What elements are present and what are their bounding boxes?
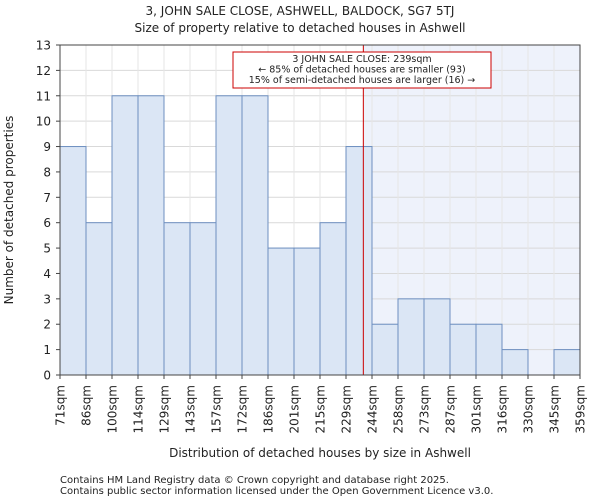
x-tick-label: 215sqm (314, 385, 328, 433)
y-tick-label: 4 (43, 267, 51, 281)
x-tick-label: 172sqm (236, 385, 250, 433)
bar (553, 349, 581, 376)
bar (319, 222, 347, 376)
bar (475, 323, 503, 376)
y-tick-label: 13 (36, 39, 51, 53)
x-tick-label: 345sqm (548, 385, 562, 433)
bar (267, 247, 295, 376)
footer-line-2: Contains public sector information licen… (60, 486, 493, 497)
annotation-line-2: ← 85% of detached houses are smaller (93… (258, 65, 465, 76)
y-tick-label: 0 (43, 369, 51, 383)
bar (241, 95, 269, 376)
bar (137, 95, 165, 376)
bar (85, 222, 113, 376)
x-tick-label: 114sqm (132, 385, 146, 433)
y-tick-label: 3 (43, 292, 51, 306)
x-tick-label: 316sqm (496, 385, 510, 433)
x-tick-label: 201sqm (288, 385, 302, 433)
y-tick-label: 10 (36, 115, 51, 129)
annotation-line-3: 15% of semi-detached houses are larger (… (249, 75, 476, 86)
bar (59, 146, 87, 376)
y-tick-label: 8 (43, 165, 51, 179)
x-tick-label: 129sqm (158, 385, 172, 433)
bar (371, 323, 399, 376)
x-tick-label: 273sqm (418, 385, 432, 433)
y-tick-label: 12 (36, 64, 51, 78)
bar (449, 323, 477, 376)
x-tick-label: 244sqm (366, 385, 380, 433)
y-axis-label: Number of detached properties (2, 116, 16, 305)
y-tick-label: 2 (43, 318, 51, 332)
bar (163, 222, 191, 376)
x-tick-label: 86sqm (80, 385, 94, 426)
y-tick-label: 11 (36, 89, 51, 103)
y-tick-label: 5 (43, 242, 51, 256)
x-tick-label: 186sqm (262, 385, 276, 433)
bar (293, 247, 321, 376)
bar (189, 222, 217, 376)
x-tick-label: 258sqm (392, 385, 406, 433)
x-tick-label: 359sqm (574, 385, 588, 433)
x-axis-label: Distribution of detached houses by size … (169, 446, 471, 460)
x-tick-label: 287sqm (444, 385, 458, 433)
bar (423, 298, 451, 376)
bars (59, 95, 581, 376)
chart-title: 3, JOHN SALE CLOSE, ASHWELL, BALDOCK, SG… (146, 4, 455, 18)
x-tick-label: 143sqm (184, 385, 198, 433)
y-tick-label: 9 (43, 140, 51, 154)
x-tick-label: 100sqm (106, 385, 120, 433)
y-tick-label: 1 (43, 343, 51, 357)
annotation-box: 3 JOHN SALE CLOSE: 239sqm ← 85% of detac… (232, 51, 492, 89)
x-tick-label: 229sqm (340, 385, 354, 433)
x-tick-label: 157sqm (210, 385, 224, 433)
y-tick-label: 6 (43, 216, 51, 230)
bar (501, 349, 529, 376)
x-tick-label: 330sqm (522, 385, 536, 433)
footer-line-1: Contains HM Land Registry data © Crown c… (60, 475, 449, 486)
bar (215, 95, 243, 376)
bar (397, 298, 425, 376)
annotation-line-1: 3 JOHN SALE CLOSE: 239sqm (292, 54, 431, 65)
chart-subtitle: Size of property relative to detached ho… (135, 21, 466, 35)
bar (345, 146, 373, 376)
x-tick-label: 301sqm (470, 385, 484, 433)
y-tick-label: 7 (43, 191, 51, 205)
bar (111, 95, 139, 376)
x-tick-label: 71sqm (54, 385, 68, 426)
x-ticks: 71sqm 86sqm 100sqm 114sqm 129sqm 143sqm 157sqm… (54, 375, 588, 433)
